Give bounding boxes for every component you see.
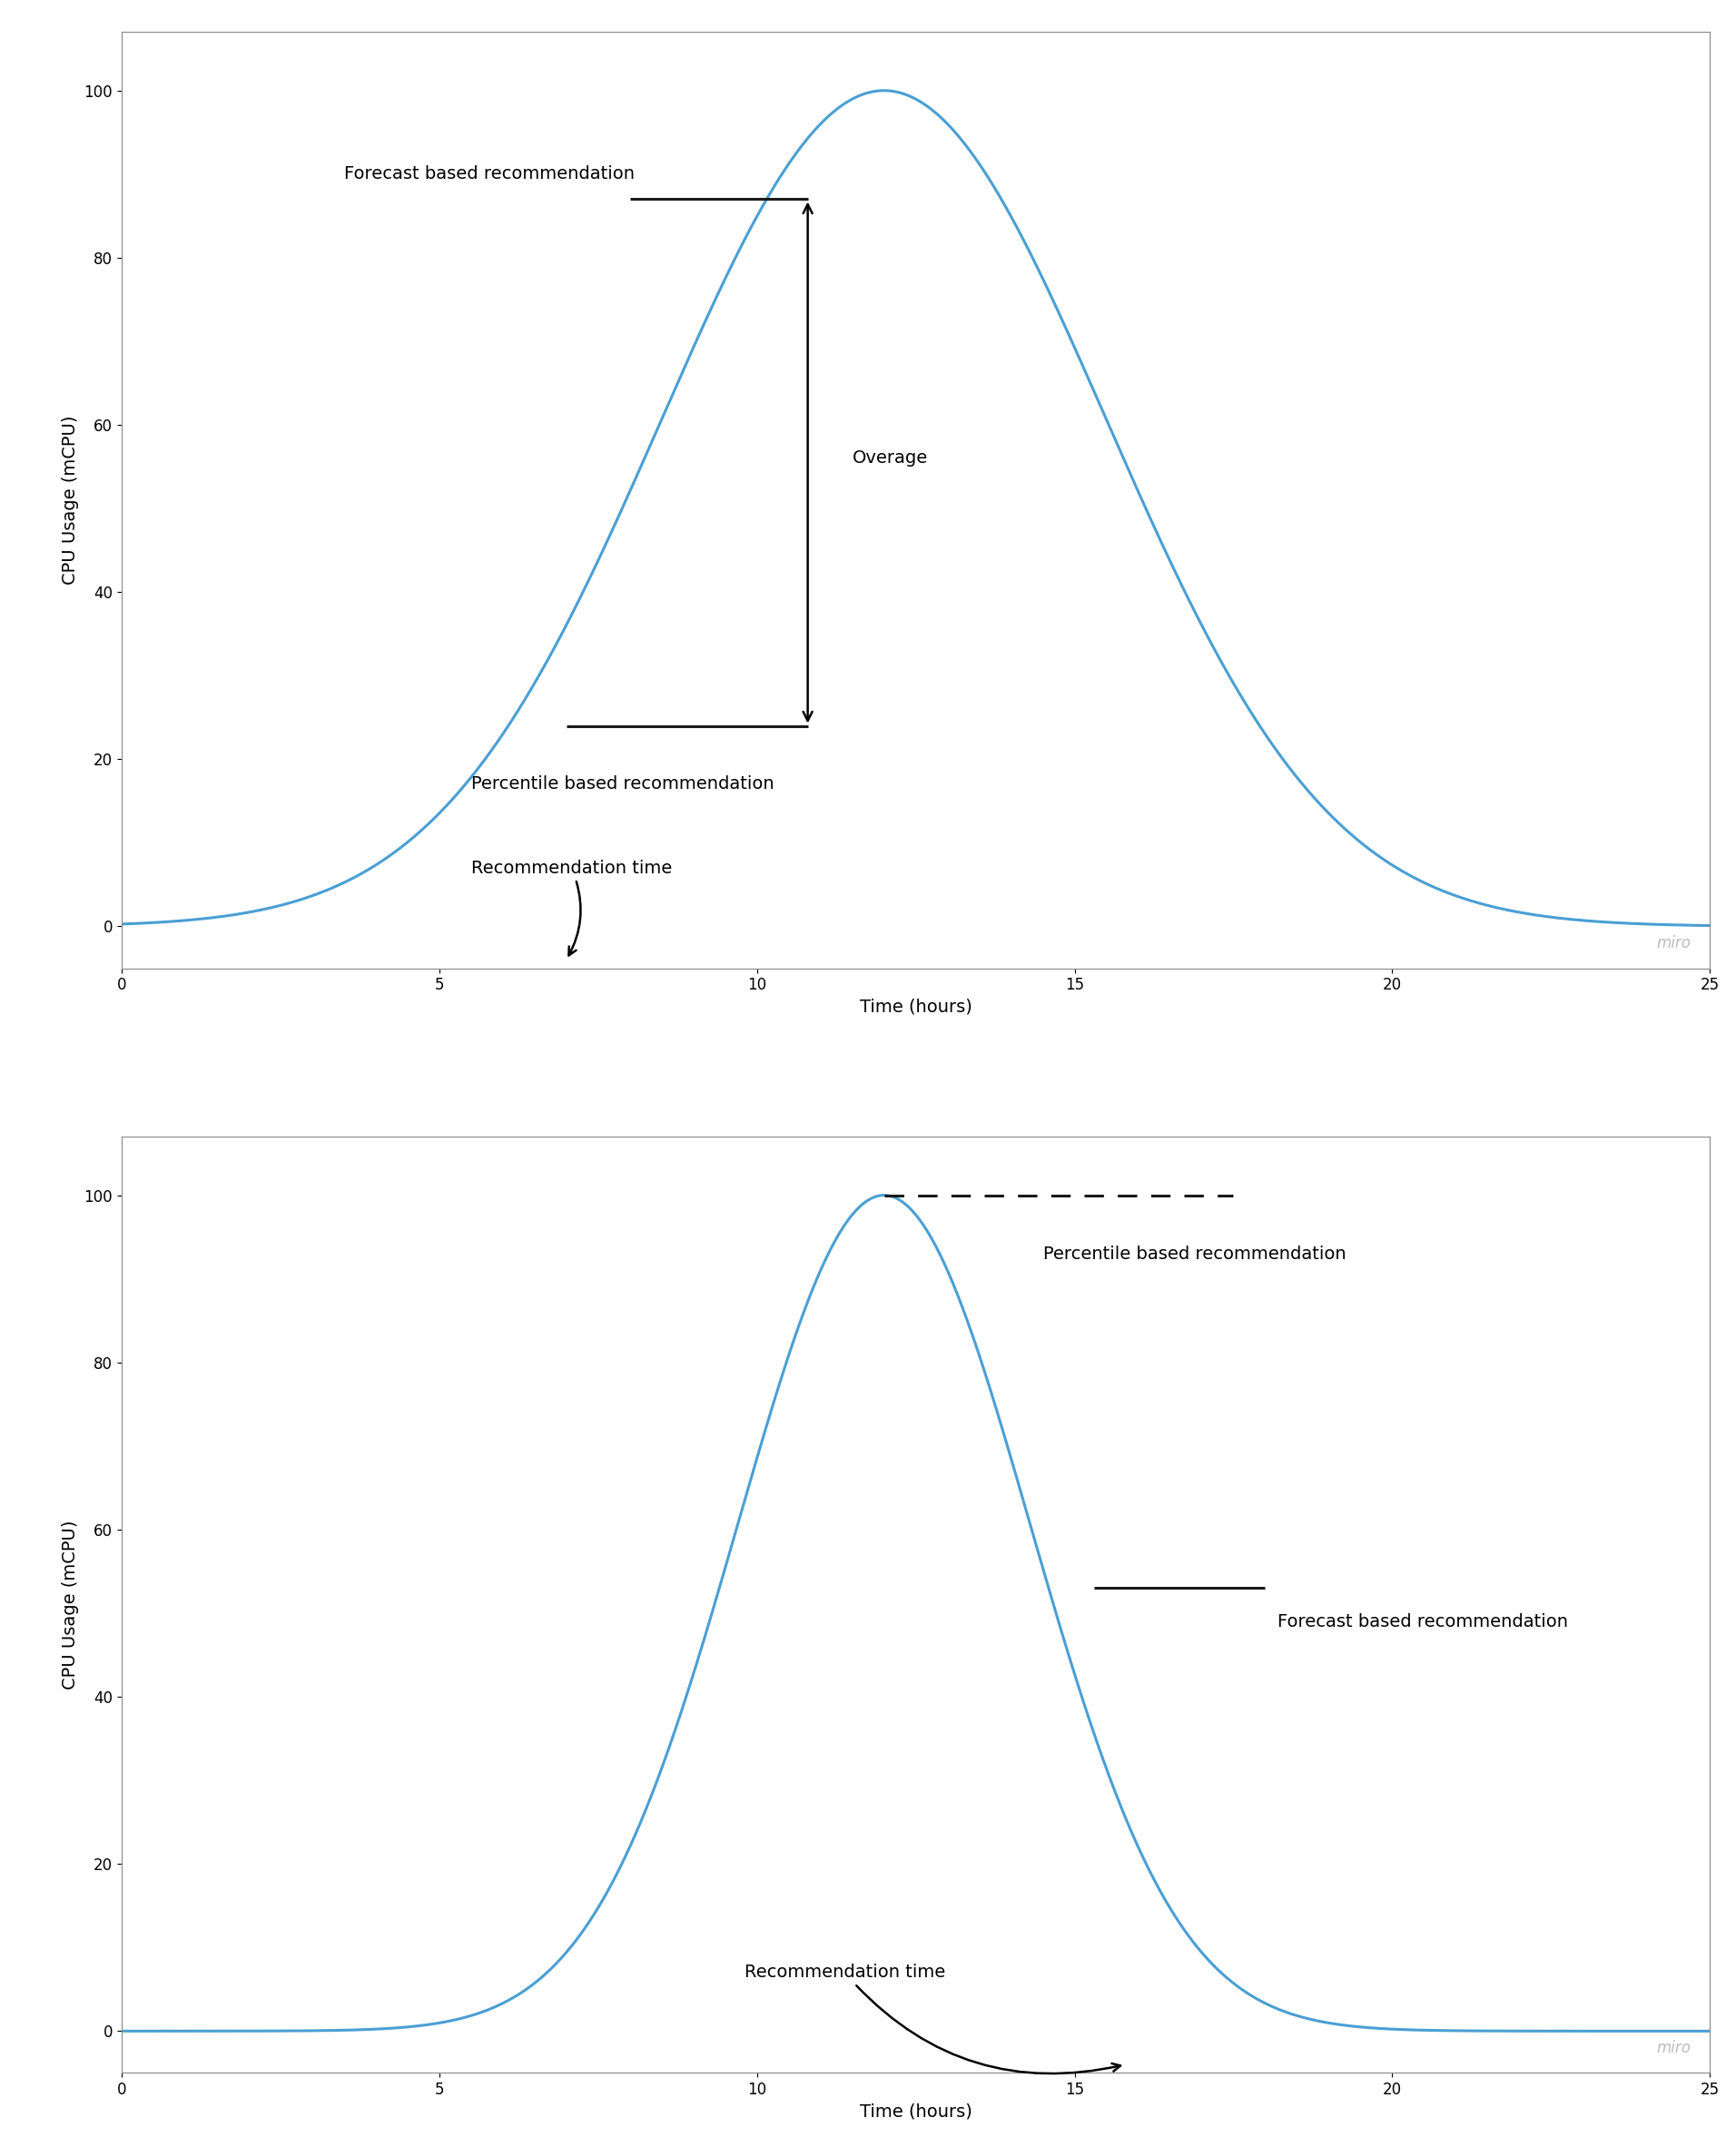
Text: Recommendation time: Recommendation time: [470, 859, 672, 955]
Text: Forecast based recommendation: Forecast based recommendation: [1278, 1613, 1568, 1631]
X-axis label: Time (hours): Time (hours): [859, 2103, 972, 2120]
Text: Forecast based recommendation: Forecast based recommendation: [344, 165, 634, 184]
X-axis label: Time (hours): Time (hours): [859, 998, 972, 1015]
Y-axis label: CPU Usage (mCPU): CPU Usage (mCPU): [62, 415, 78, 586]
Text: miro: miro: [1656, 936, 1691, 951]
Text: Recommendation time: Recommendation time: [745, 1964, 1120, 2073]
Text: Overage: Overage: [852, 449, 927, 468]
Text: Percentile based recommendation: Percentile based recommendation: [1043, 1246, 1345, 1263]
Text: Percentile based recommendation: Percentile based recommendation: [470, 776, 774, 793]
Text: miro: miro: [1656, 2041, 1691, 2056]
Y-axis label: CPU Usage (mCPU): CPU Usage (mCPU): [62, 1519, 78, 1690]
